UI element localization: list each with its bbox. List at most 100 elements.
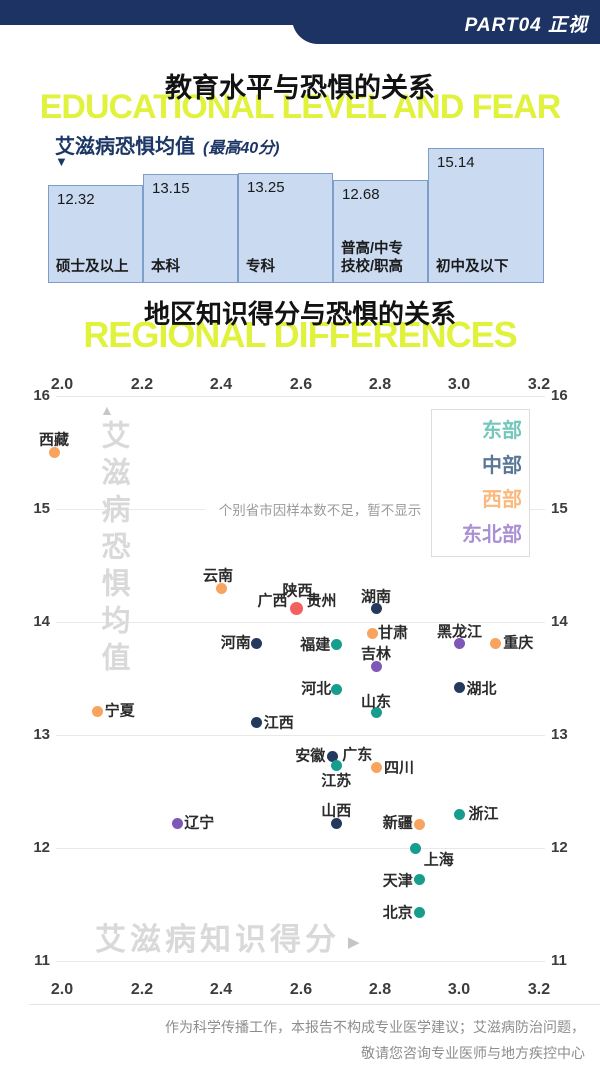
data-point-云南	[215, 582, 227, 594]
point-label-湖北: 湖北	[466, 680, 497, 698]
data-point-浙江	[454, 808, 465, 820]
point-label-福建: 福建	[300, 636, 331, 654]
bar-专科: 13.25 专科	[238, 173, 333, 283]
education-title-cn: 教育水平与恐惧的关系	[165, 73, 435, 103]
point-label-西藏: 西藏	[39, 431, 70, 448]
footer-line1: 作为科学传播工作，本报告不构成专业医学建议；艾滋病防治问题，	[165, 1019, 585, 1035]
region-legend: 东部 中部 西部 东北部	[431, 409, 530, 557]
point-label-新疆: 新疆	[382, 814, 413, 832]
x-tick-bottom-2.6: 2.6	[289, 981, 313, 998]
x-tick-bottom-3.2: 3.2	[527, 981, 551, 998]
data-point-宁夏	[92, 705, 104, 717]
legend-item-east: 东部	[482, 420, 522, 443]
x-tick-bottom-2.0: 2.0	[50, 981, 74, 998]
point-label-北京: 北京	[382, 904, 413, 922]
x-tick-bottom-2.4: 2.4	[209, 981, 233, 998]
bar-axis-title-text: 艾滋病恐惧均值	[55, 136, 195, 158]
bar-本科: 13.15 本科	[143, 174, 238, 283]
bar-category-label: 普高/中专 技校/职高	[341, 241, 404, 275]
x-tick-top-2.8: 2.8	[368, 376, 392, 393]
bar-category-label: 本科	[151, 259, 180, 275]
x-tick-top-2.4: 2.4	[209, 376, 233, 393]
point-label-广西: 广西	[257, 592, 288, 610]
data-point-福建	[330, 639, 342, 651]
point-label-辽宁: 辽宁	[184, 814, 215, 832]
data-point-北京	[414, 906, 426, 918]
point-label-四川: 四川	[384, 759, 415, 777]
y-tick-right-12: 12	[551, 839, 568, 856]
data-point-辽宁	[171, 817, 183, 829]
y-tick-right-14: 14	[551, 613, 568, 630]
data-point-江西	[251, 717, 263, 729]
part-label: PART04 正视	[464, 15, 588, 36]
bar-chart-axis-title: 艾滋病恐惧均值 (最高40分)	[55, 130, 279, 159]
point-label-吉林: 吉林	[361, 645, 392, 663]
x-tick-top-3.2: 3.2	[527, 376, 551, 393]
header-part-tab: PART04 正视	[292, 0, 600, 44]
data-point-贵州	[290, 601, 303, 615]
gridline-y-12	[56, 848, 545, 849]
y-tick-right-15: 15	[551, 500, 568, 517]
data-point-湖北	[454, 682, 465, 693]
point-label-宁夏: 宁夏	[104, 702, 135, 720]
scatter-y-axis-label: 艾滋病恐惧均值	[97, 420, 129, 679]
point-label-安徽: 安徽	[295, 747, 326, 765]
point-label-贵州: 贵州	[306, 592, 337, 610]
point-label-湖南: 湖南	[361, 588, 392, 606]
point-label-上海: 上海	[423, 851, 454, 869]
gridline-y-13	[56, 735, 545, 736]
data-point-安徽	[326, 751, 338, 762]
y-tick-left-14: 14	[33, 613, 50, 630]
x-tick-top-2.6: 2.6	[289, 376, 313, 393]
x-tick-bottom-2.8: 2.8	[368, 981, 392, 998]
data-point-天津	[414, 874, 426, 886]
x-tick-bottom-3.0: 3.0	[447, 981, 471, 998]
triangle-right-icon: ▶	[348, 933, 360, 951]
point-label-黑龙江: 黑龙江	[436, 623, 483, 641]
point-label-浙江: 浙江	[468, 805, 499, 823]
bar-category-label: 初中及以下	[436, 259, 509, 275]
y-tick-right-16: 16	[551, 387, 568, 404]
bar-value-label: 13.15	[152, 180, 190, 197]
bar-初中及以下: 15.14 初中及以下	[428, 148, 544, 283]
education-title-en: EDUCATIONAL LEVEL AND FEAR	[39, 88, 562, 126]
legend-item-west: 西部	[482, 489, 522, 512]
data-point-新疆	[414, 818, 426, 830]
scatter-x-axis-label: 艾滋病知识得分 ▶	[95, 922, 360, 957]
point-label-甘肃: 甘肃	[378, 624, 409, 642]
point-label-重庆: 重庆	[503, 634, 534, 652]
data-point-广东	[330, 760, 342, 771]
point-label-河北: 河北	[301, 680, 332, 698]
point-label-山西: 山西	[321, 802, 352, 820]
point-label-江西: 江西	[263, 714, 294, 732]
bar-axis-max-note: (最高40分)	[203, 140, 280, 157]
footer-line2: 敬请您咨询专业医师与地方疾控中心	[361, 1045, 585, 1061]
footer-divider	[29, 1004, 600, 1005]
data-point-山西	[330, 817, 342, 829]
legend-item-central: 中部	[482, 454, 522, 477]
triangle-up-icon: ▲	[100, 402, 114, 418]
point-label-云南: 云南	[202, 567, 234, 585]
region-title-cn: 地区知识得分与恐惧的关系	[143, 299, 456, 329]
data-point-河北	[330, 684, 342, 696]
point-label-河南: 河南	[220, 634, 251, 652]
data-point-湖南	[370, 602, 382, 614]
data-point-西藏	[48, 447, 60, 458]
y-tick-left-13: 13	[33, 726, 50, 743]
triangle-down-icon: ▼	[55, 154, 68, 169]
bar-普高/中专: 12.68 普高/中专 技校/职高	[333, 180, 428, 283]
x-tick-top-2.2: 2.2	[130, 376, 154, 393]
bar-value-label: 13.25	[247, 179, 285, 196]
data-point-吉林	[370, 660, 382, 672]
point-label-广东: 广东	[342, 746, 373, 763]
data-point-甘肃	[366, 627, 378, 639]
x-tick-bottom-2.2: 2.2	[130, 981, 154, 998]
x-tick-top-2.0: 2.0	[50, 376, 74, 393]
point-label-陕西: 陕西	[282, 582, 313, 600]
y-tick-left-16: 16	[33, 387, 50, 404]
y-tick-left-12: 12	[33, 839, 50, 856]
y-tick-right-13: 13	[551, 726, 568, 743]
bar-硕士及以上: 12.32 硕士及以上	[48, 185, 143, 283]
bar-category-label: 硕士及以上	[56, 259, 129, 275]
